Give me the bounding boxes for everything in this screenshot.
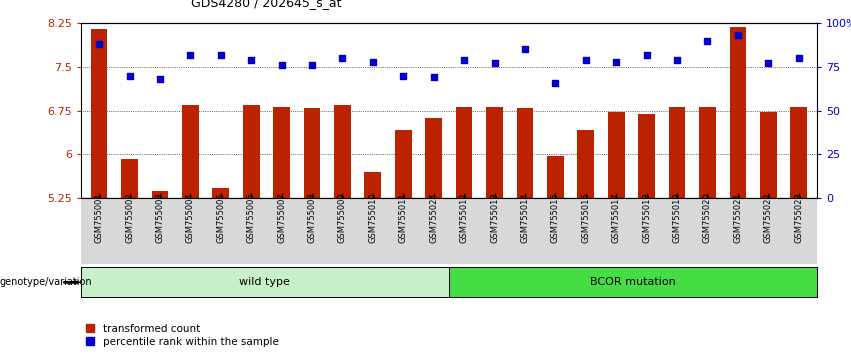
Bar xyxy=(608,112,625,198)
Bar xyxy=(213,188,229,198)
Point xyxy=(335,55,349,61)
Point xyxy=(549,80,563,85)
Bar xyxy=(304,108,320,198)
Point xyxy=(792,55,806,61)
Point xyxy=(488,61,501,66)
Bar xyxy=(121,159,138,198)
Bar xyxy=(669,107,685,198)
Bar xyxy=(364,172,381,198)
Bar xyxy=(426,118,442,198)
Point xyxy=(671,57,684,63)
Text: wild type: wild type xyxy=(239,277,290,287)
Legend: transformed count, percentile rank within the sample: transformed count, percentile rank withi… xyxy=(86,324,278,347)
Bar xyxy=(243,105,260,198)
Point xyxy=(153,76,167,82)
Bar xyxy=(91,29,107,198)
Point xyxy=(275,62,288,68)
Bar xyxy=(334,105,351,198)
Bar xyxy=(791,107,807,198)
Point xyxy=(579,57,592,63)
Bar xyxy=(638,114,655,198)
Point xyxy=(762,61,775,66)
Point xyxy=(92,41,106,47)
Bar xyxy=(760,112,777,198)
Point xyxy=(427,74,441,80)
Point xyxy=(700,38,714,44)
Bar xyxy=(578,130,594,198)
Bar xyxy=(456,107,472,198)
Text: BCOR mutation: BCOR mutation xyxy=(590,277,676,287)
Bar xyxy=(182,105,199,198)
Bar xyxy=(395,130,412,198)
Bar xyxy=(547,156,563,198)
Text: GDS4280 / 202645_s_at: GDS4280 / 202645_s_at xyxy=(191,0,342,9)
Point xyxy=(457,57,471,63)
Point xyxy=(214,52,227,57)
Point xyxy=(640,52,654,57)
Point xyxy=(518,46,532,52)
Point xyxy=(306,62,319,68)
Point xyxy=(609,59,623,64)
Bar xyxy=(273,107,290,198)
Text: genotype/variation: genotype/variation xyxy=(0,277,93,287)
Point xyxy=(731,33,745,38)
Point xyxy=(366,59,380,64)
Bar xyxy=(151,191,168,198)
Bar xyxy=(486,107,503,198)
Point xyxy=(123,73,136,79)
Point xyxy=(244,57,258,63)
Point xyxy=(397,73,410,79)
Point xyxy=(184,52,197,57)
Bar xyxy=(729,27,746,198)
Bar xyxy=(699,107,716,198)
Bar xyxy=(517,108,534,198)
